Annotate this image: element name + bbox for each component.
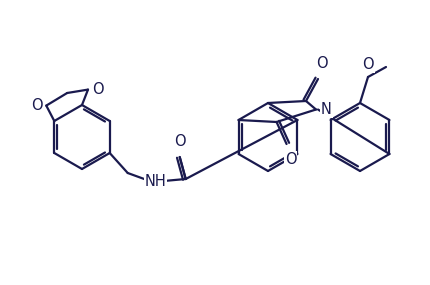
Text: O: O: [285, 152, 296, 167]
Text: O: O: [362, 57, 374, 72]
Text: N: N: [321, 102, 332, 117]
Text: O: O: [92, 82, 104, 97]
Text: O: O: [316, 56, 328, 71]
Text: O: O: [31, 98, 42, 113]
Text: NH: NH: [145, 174, 166, 188]
Text: O: O: [174, 134, 185, 149]
